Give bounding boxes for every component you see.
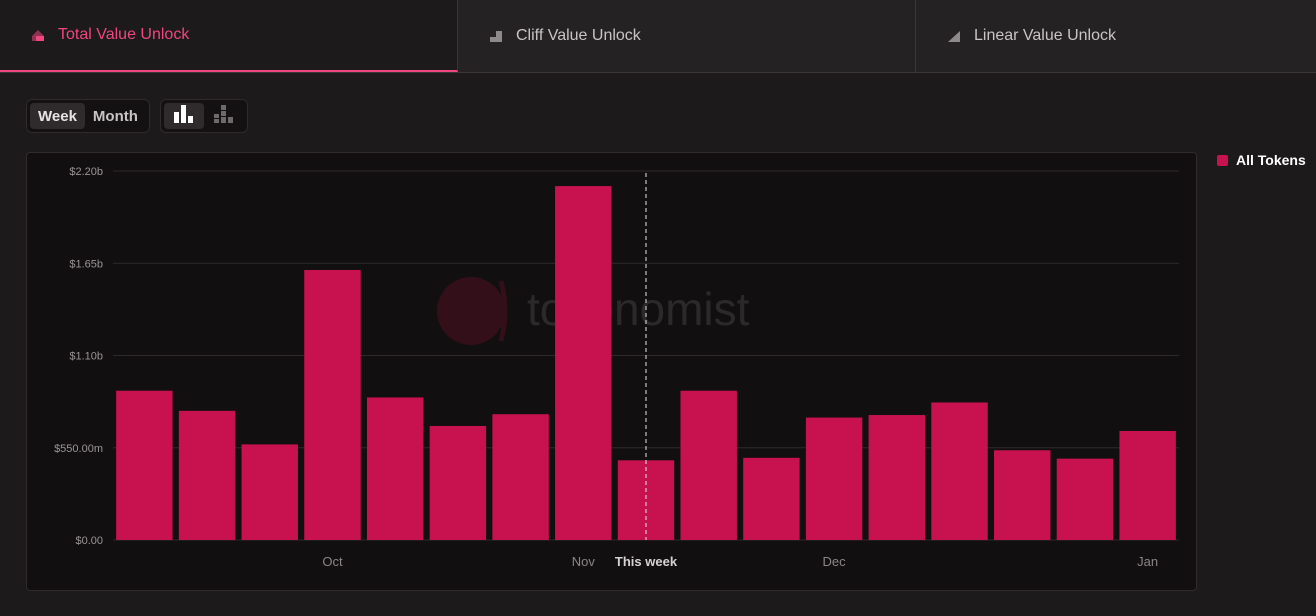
bar[interactable] — [743, 457, 800, 540]
y-tick-label: $550.00m — [54, 443, 103, 455]
tab-total-value-unlock[interactable]: Total Value Unlock — [0, 0, 458, 72]
legend-label: All Tokens — [1236, 152, 1306, 168]
bar[interactable] — [1119, 430, 1176, 540]
period-toggle: Week Month — [26, 99, 150, 133]
y-tick-label: $2.20b — [69, 166, 103, 178]
bar[interactable] — [304, 269, 361, 540]
bar-chart-icon — [172, 103, 196, 129]
legend-swatch — [1217, 154, 1228, 166]
bar[interactable] — [429, 425, 487, 540]
bar[interactable] — [680, 390, 737, 540]
bar[interactable] — [1056, 458, 1114, 540]
bar[interactable] — [805, 417, 863, 540]
tab-label: Cliff Value Unlock — [516, 27, 641, 44]
week-button[interactable]: Week — [30, 103, 85, 129]
bar[interactable] — [241, 444, 298, 540]
tab-label: Total Value Unlock — [58, 26, 190, 43]
bar[interactable] — [178, 410, 236, 540]
bar-chart-mode-button[interactable] — [163, 103, 204, 129]
x-tick-label: Oct — [322, 554, 343, 569]
bar[interactable] — [617, 460, 675, 540]
x-tick-label: Jan — [1137, 554, 1158, 569]
bar[interactable] — [868, 415, 926, 540]
chart-mode-toggle — [159, 99, 248, 133]
linear-ramp-icon — [946, 28, 962, 44]
y-tick-label: $0.00 — [75, 535, 103, 547]
tab-label: Linear Value Unlock — [974, 27, 1117, 44]
y-tick-label: $1.10b — [69, 351, 103, 363]
x-tick-label: This week — [615, 554, 678, 569]
bar[interactable] — [366, 397, 424, 540]
x-tick-label: Dec — [823, 554, 847, 569]
chart-panel: tokenomist $0.00 $550.00m $1.10b $1.65b $2.2… — [26, 152, 1197, 591]
bar[interactable] — [492, 414, 549, 540]
stacked-bar-chart-icon — [212, 103, 236, 129]
chart-legend[interactable]: All Tokens — [1217, 152, 1306, 168]
stacked-blocks-icon — [30, 27, 46, 43]
tab-linear-value-unlock[interactable]: Linear Value Unlock — [916, 0, 1316, 72]
tab-cliff-value-unlock[interactable]: Cliff Value Unlock — [458, 0, 916, 72]
bar[interactable] — [555, 186, 612, 540]
unlock-type-tabs: Total Value Unlock Cliff Value Unlock Li… — [0, 0, 1316, 73]
bar[interactable] — [994, 450, 1051, 540]
chart-controls: Week Month — [26, 99, 248, 133]
cliff-step-icon — [488, 28, 504, 44]
bar[interactable] — [931, 402, 988, 540]
bar[interactable] — [116, 390, 173, 540]
x-tick-label: Nov — [572, 554, 596, 569]
y-tick-label: $1.65b — [69, 258, 103, 270]
stacked-chart-mode-button[interactable] — [204, 103, 244, 129]
month-button[interactable]: Month — [85, 103, 146, 129]
unlock-bar-chart: tokenomist $0.00$550.00m$1.10b$1.65b$2.2… — [54, 166, 1179, 569]
